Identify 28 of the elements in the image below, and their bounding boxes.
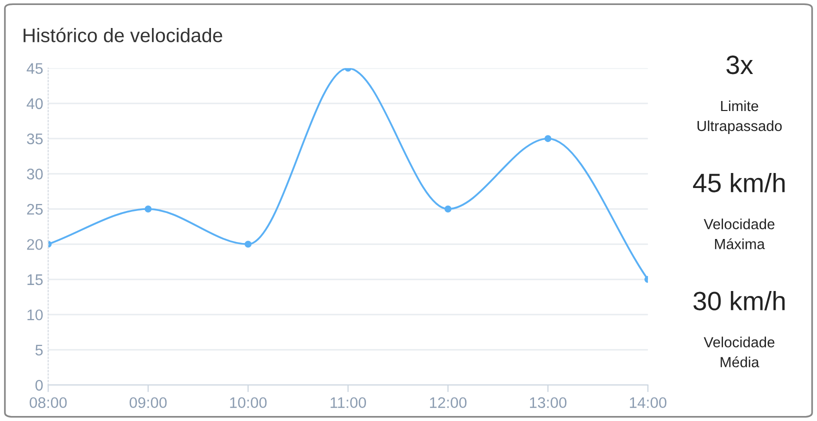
x-tick-label: 10:00 — [230, 397, 267, 408]
y-tick-label: 15 — [28, 274, 43, 286]
text: Limite Ultrapassado — [698, 100, 782, 134]
y-tick-label: 45 — [26, 63, 43, 74]
point — [144, 206, 152, 212]
y-tick-label: 40 — [26, 98, 43, 110]
point — [544, 135, 552, 142]
text: 30 km/h — [693, 291, 785, 310]
y-tick-label: 30 — [26, 168, 43, 180]
chart-title: Histórico de velocidade — [24, 28, 222, 42]
point — [444, 206, 452, 212]
y-tick-label: 20 — [27, 239, 43, 250]
x-tick-label: 14:00 — [630, 397, 666, 408]
point — [244, 240, 252, 248]
text: Velocidade Máxima — [704, 218, 774, 250]
y-tick-label: 0 — [35, 380, 43, 391]
x-tick-label: 11:00 — [330, 397, 366, 408]
x-tick-label: 08:00 — [30, 397, 67, 408]
text: 3x — [726, 56, 754, 74]
text: 45 km/h — [693, 172, 785, 192]
y-tick-label: 25 — [27, 204, 43, 215]
y-tick-label: 35 — [26, 133, 43, 144]
x-tick-label: 13:00 — [530, 397, 566, 408]
x-tick-label: 12:00 — [430, 397, 467, 408]
y-tick-label: 10 — [28, 309, 43, 320]
y-tick-label: 5 — [35, 344, 43, 356]
x-tick-label: 09:00 — [130, 397, 167, 408]
text: Velocidade Média — [704, 336, 774, 368]
